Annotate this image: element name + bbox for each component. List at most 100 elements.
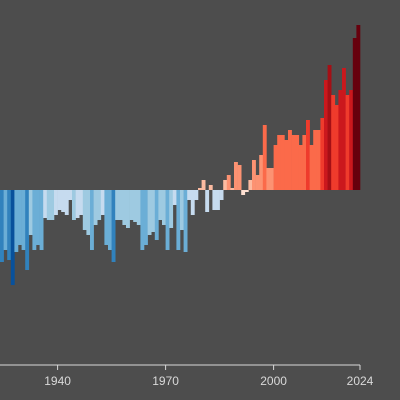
bar	[93, 190, 98, 225]
bar	[79, 190, 84, 215]
bar	[147, 190, 152, 235]
bar	[154, 190, 159, 240]
bar	[291, 135, 296, 190]
bar	[100, 190, 105, 215]
bar	[223, 180, 228, 190]
bar	[75, 190, 80, 218]
bar	[316, 130, 321, 190]
bar	[324, 80, 328, 190]
x-tick-label: 2024	[347, 374, 374, 388]
bar	[266, 168, 271, 190]
bar	[86, 190, 91, 235]
bar	[194, 190, 199, 200]
bar	[284, 140, 289, 190]
bar	[57, 190, 62, 210]
bar	[64, 190, 69, 215]
bar	[216, 190, 220, 210]
bar	[7, 190, 12, 260]
bar	[39, 190, 44, 250]
bar	[46, 190, 51, 220]
bar	[201, 180, 206, 190]
bar	[234, 162, 238, 190]
bar	[136, 190, 141, 225]
bar	[50, 190, 55, 220]
bar	[118, 190, 123, 220]
x-tick-label: 1940	[44, 374, 71, 388]
bar	[158, 190, 163, 220]
bar	[212, 190, 217, 210]
bar	[244, 190, 249, 192]
bar	[61, 190, 66, 212]
bar	[280, 135, 285, 190]
bar	[90, 190, 94, 250]
bar	[237, 165, 242, 190]
bar	[122, 190, 127, 225]
bar	[162, 190, 166, 225]
bar	[108, 190, 112, 250]
bar	[183, 190, 188, 252]
bar	[129, 190, 134, 220]
bar	[226, 175, 231, 190]
x-tick-label: 2000	[260, 374, 287, 388]
bar	[198, 188, 202, 190]
bar	[298, 145, 303, 190]
bar	[97, 190, 102, 220]
bar	[262, 125, 267, 190]
bar	[72, 190, 76, 220]
bar	[313, 130, 318, 190]
bar	[18, 190, 22, 245]
bar	[295, 135, 300, 190]
bar	[115, 190, 120, 220]
bar	[309, 145, 314, 190]
bar	[352, 38, 357, 190]
bar	[10, 190, 15, 285]
bar	[342, 68, 346, 190]
bar	[43, 190, 48, 218]
bar	[320, 118, 325, 190]
bar	[176, 190, 181, 250]
bar	[327, 65, 332, 190]
bar	[205, 190, 210, 212]
bar	[111, 190, 116, 262]
bar	[68, 190, 73, 200]
bar	[331, 95, 336, 190]
bar	[82, 190, 87, 230]
bar	[273, 145, 278, 190]
bar	[165, 190, 170, 250]
bar	[169, 190, 174, 228]
bar	[187, 190, 192, 200]
bar	[21, 190, 26, 250]
bar	[338, 90, 343, 190]
bar	[140, 190, 145, 250]
bar	[151, 190, 156, 232]
bar	[25, 190, 30, 270]
bar	[277, 135, 282, 190]
bar	[144, 190, 148, 245]
bar	[248, 180, 253, 190]
bar	[259, 155, 264, 190]
bar	[0, 190, 4, 262]
bar	[302, 135, 307, 190]
bar	[334, 105, 339, 190]
x-tick-label: 1970	[152, 374, 179, 388]
bar	[190, 190, 195, 215]
bar	[180, 190, 184, 230]
bar	[36, 190, 40, 245]
bar	[126, 190, 130, 228]
bar	[133, 190, 138, 222]
bar	[14, 190, 19, 252]
bar	[252, 160, 256, 190]
bar	[208, 185, 213, 190]
bar	[270, 168, 274, 190]
bar	[288, 130, 292, 190]
bar	[356, 25, 361, 190]
bar	[255, 175, 260, 190]
bar	[349, 90, 354, 190]
bar	[219, 190, 224, 200]
bar	[28, 190, 33, 235]
bar	[54, 190, 58, 215]
bar	[172, 190, 177, 205]
bar	[306, 120, 310, 190]
bar	[104, 190, 109, 245]
